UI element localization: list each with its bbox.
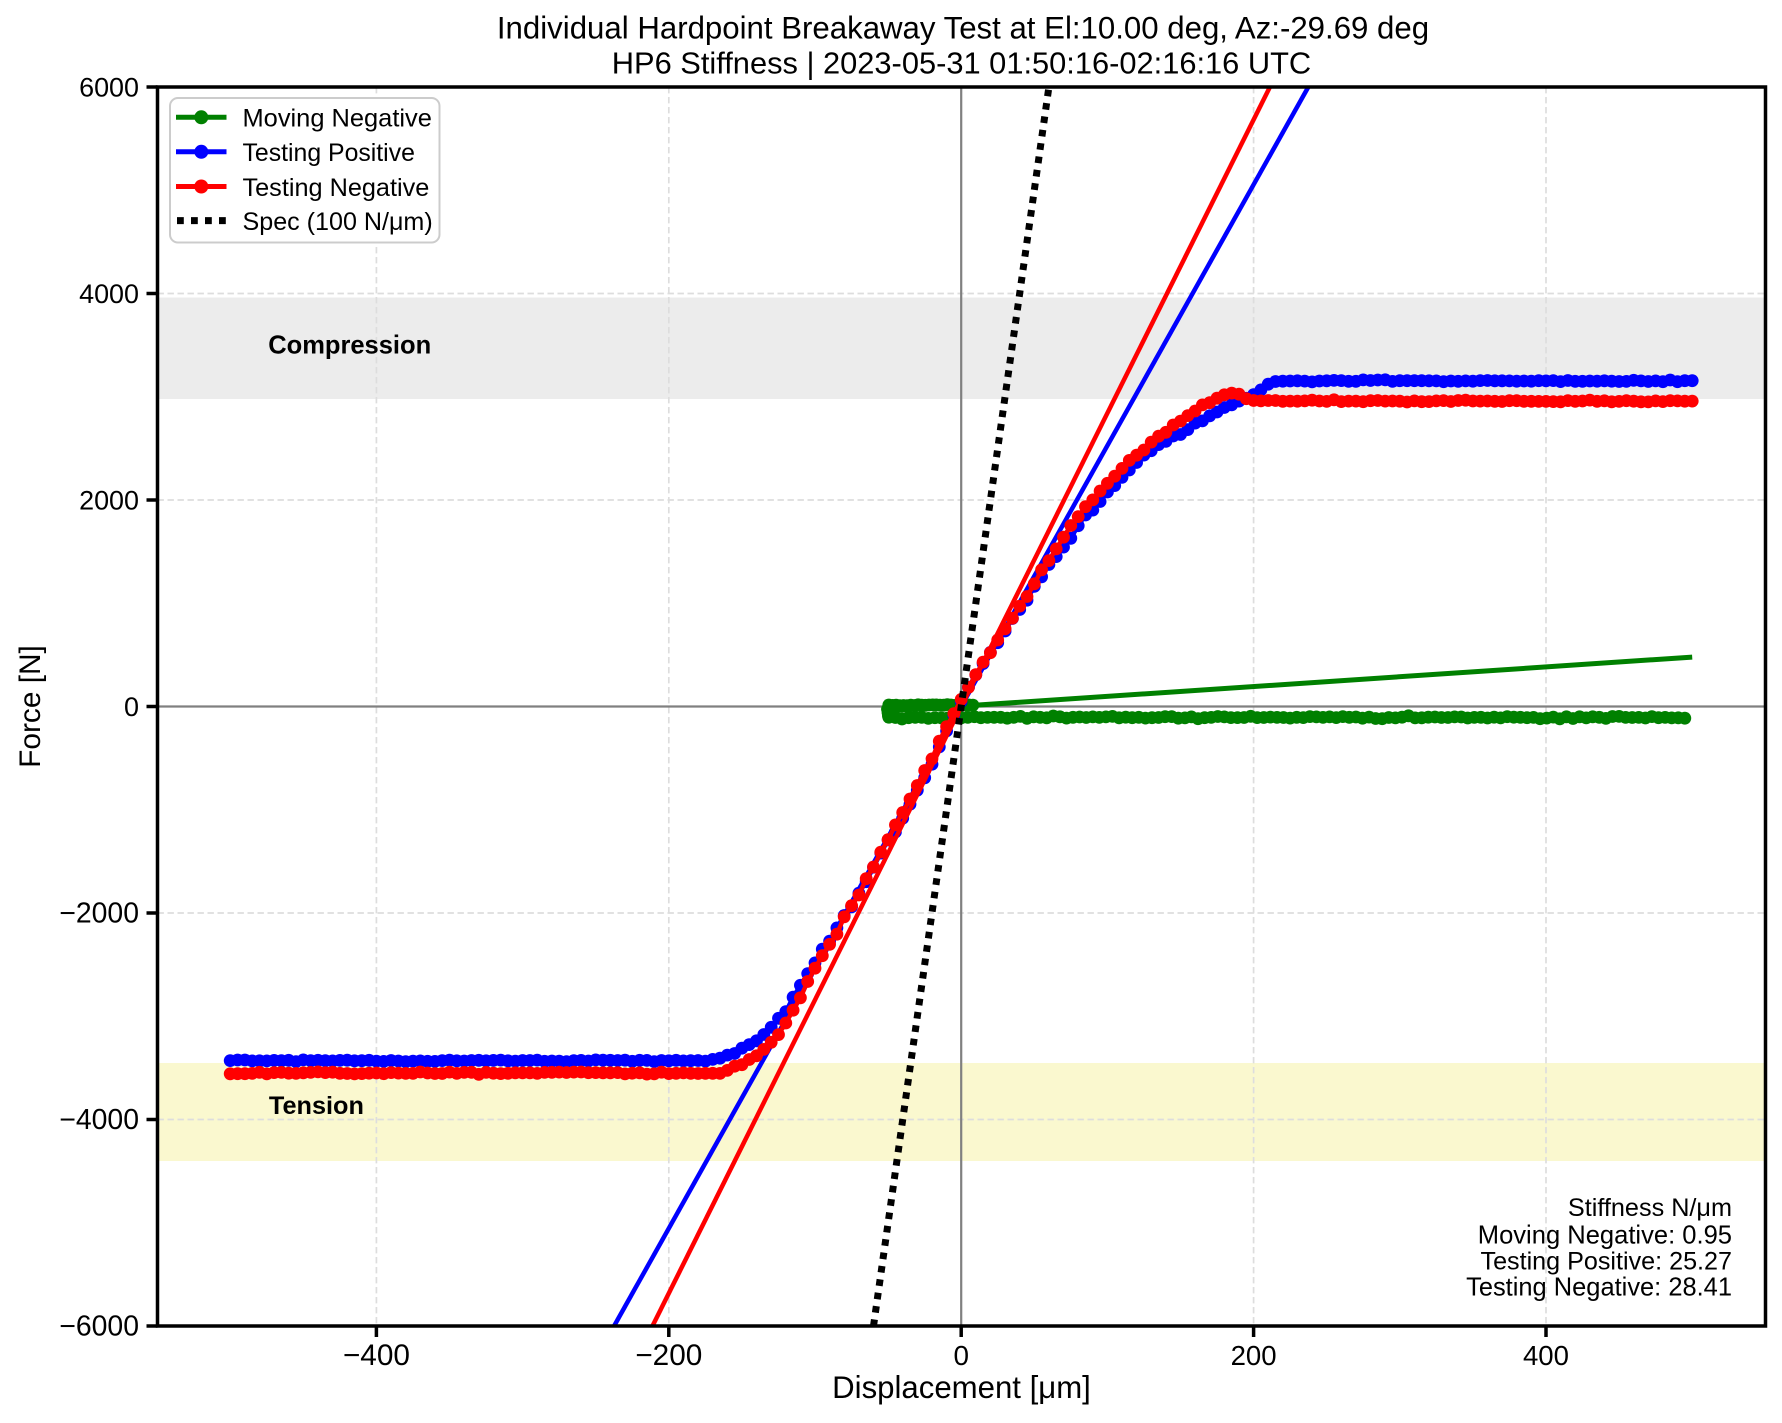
svg-text:200: 200: [1231, 1340, 1277, 1371]
svg-text:Testing Positive: 25.27: Testing Positive: 25.27: [1481, 1248, 1733, 1276]
svg-text:Individual Hardpoint Breakaway: Individual Hardpoint Breakaway Test at E…: [497, 11, 1429, 46]
svg-text:Testing Positive: Testing Positive: [243, 140, 415, 167]
svg-text:0: 0: [953, 1340, 969, 1371]
svg-text:−2000: −2000: [59, 898, 139, 930]
svg-text:−4000: −4000: [59, 1104, 139, 1136]
svg-text:Tension: Tension: [269, 1092, 364, 1120]
svg-text:Testing Negative: 28.41: Testing Negative: 28.41: [1466, 1274, 1732, 1302]
svg-text:Moving Negative: 0.95: Moving Negative: 0.95: [1478, 1222, 1732, 1250]
svg-text:0: 0: [124, 692, 139, 722]
svg-text:−400: −400: [343, 1339, 410, 1372]
svg-text:Stiffness N/μm: Stiffness N/μm: [1568, 1194, 1732, 1222]
svg-text:Testing Negative: Testing Negative: [243, 174, 430, 202]
svg-text:Moving Negative: Moving Negative: [243, 105, 432, 133]
svg-text:−200: −200: [635, 1339, 702, 1372]
svg-text:Force [N]: Force [N]: [14, 645, 47, 768]
svg-text:Spec (100 N/μm): Spec (100 N/μm): [243, 208, 433, 236]
svg-text:Displacement [μm]: Displacement [μm]: [832, 1370, 1091, 1405]
svg-text:Compression: Compression: [268, 332, 431, 360]
svg-text:6000: 6000: [79, 72, 139, 102]
svg-text:HP6 Stiffness | 2023-05-31 01:: HP6 Stiffness | 2023-05-31 01:50:16-02:1…: [612, 46, 1311, 81]
svg-text:400: 400: [1523, 1340, 1569, 1371]
svg-text:−6000: −6000: [59, 1311, 139, 1343]
svg-text:2000: 2000: [79, 485, 139, 515]
svg-text:4000: 4000: [79, 279, 139, 309]
